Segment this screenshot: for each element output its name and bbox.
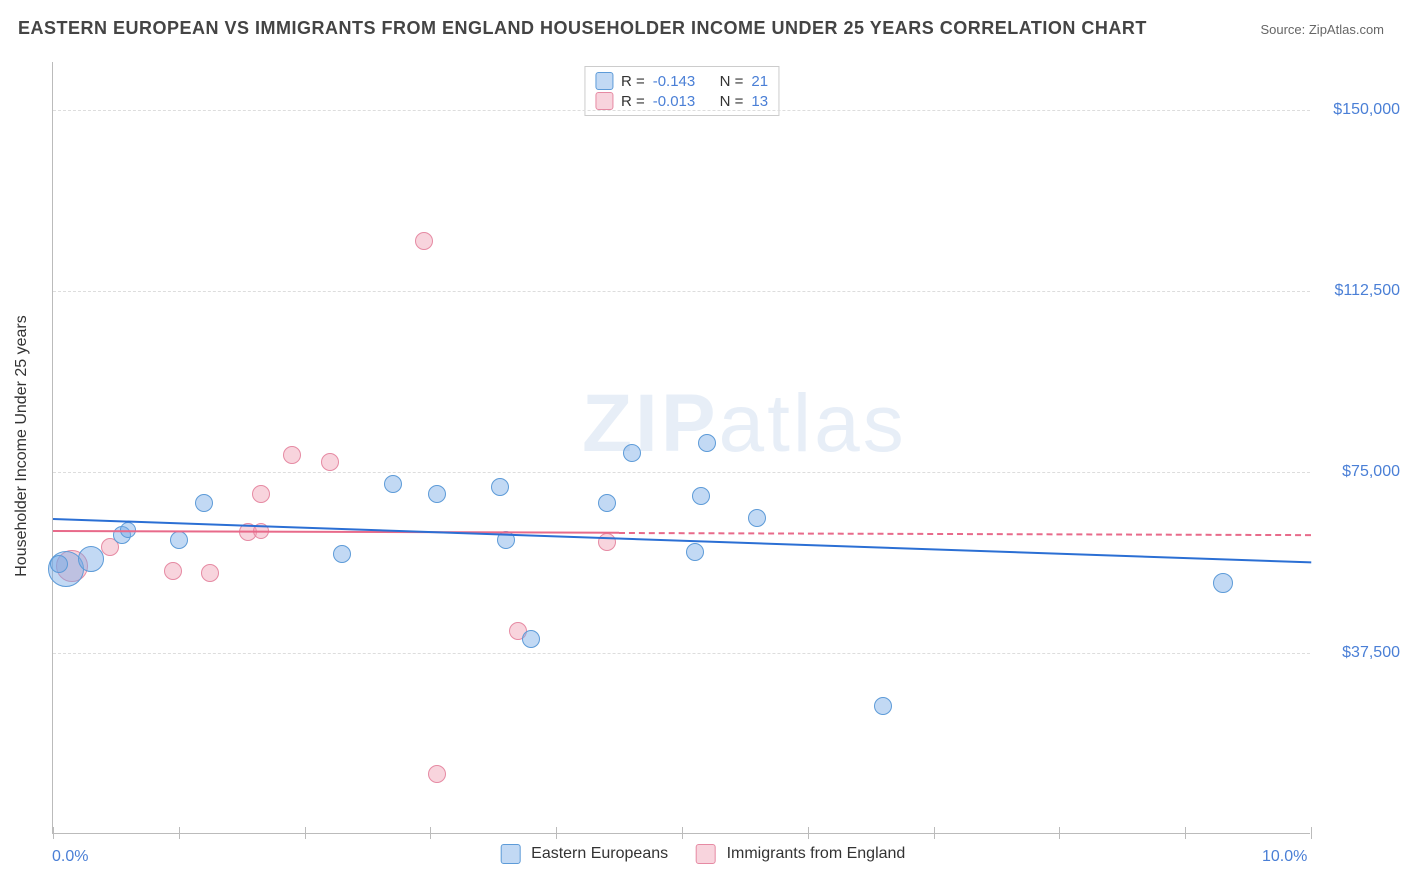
- blue-point: [384, 475, 402, 493]
- pink-point: [164, 562, 182, 580]
- chart-container: EASTERN EUROPEAN VS IMMIGRANTS FROM ENGL…: [0, 0, 1406, 892]
- legend-row-pink: R = -0.013 N = 13: [595, 91, 768, 111]
- blue-point: [170, 531, 188, 549]
- gridline: [53, 110, 1310, 111]
- gridline: [53, 291, 1310, 292]
- blue-point: [686, 543, 704, 561]
- swatch-pink: [595, 92, 613, 110]
- blue-point: [874, 697, 892, 715]
- watermark-rest: atlas: [719, 378, 907, 469]
- swatch-blue: [501, 844, 521, 864]
- trend-line: [619, 532, 1311, 536]
- x-tick: [556, 827, 557, 839]
- x-tick: [808, 827, 809, 839]
- swatch-blue: [595, 72, 613, 90]
- x-tick: [1311, 827, 1312, 839]
- blue-point: [491, 478, 509, 496]
- blue-point: [698, 434, 716, 452]
- trend-line: [53, 530, 619, 534]
- blue-point: [522, 630, 540, 648]
- pink-point: [283, 446, 301, 464]
- pink-point: [415, 232, 433, 250]
- r-label: R =: [621, 73, 645, 90]
- pink-point: [428, 765, 446, 783]
- legend-label-pink: Immigrants from England: [727, 845, 906, 862]
- blue-point: [692, 487, 710, 505]
- y-axis-title: Householder Income Under 25 years: [13, 315, 31, 576]
- r-value-blue: -0.143: [653, 73, 696, 90]
- x-tick: [53, 827, 54, 839]
- chart-title: EASTERN EUROPEAN VS IMMIGRANTS FROM ENGL…: [18, 18, 1147, 39]
- series-legend: Eastern Europeans Immigrants from Englan…: [501, 844, 906, 864]
- swatch-pink: [696, 844, 716, 864]
- blue-point: [428, 485, 446, 503]
- legend-row-blue: R = -0.143 N = 21: [595, 71, 768, 91]
- x-tick: [179, 827, 180, 839]
- legend-item-blue: Eastern Europeans: [501, 844, 668, 864]
- n-value-pink: 13: [751, 93, 768, 110]
- watermark-bold: ZIP: [582, 378, 719, 469]
- pink-point: [598, 533, 616, 551]
- x-tick: [305, 827, 306, 839]
- x-tick: [1059, 827, 1060, 839]
- blue-point: [598, 494, 616, 512]
- gridline: [53, 472, 1310, 473]
- plot-area: ZIPatlas R = -0.143 N = 21 R = -0.013 N …: [52, 62, 1310, 834]
- x-axis-max-label: 10.0%: [1262, 848, 1307, 866]
- blue-point: [748, 509, 766, 527]
- x-tick: [1185, 827, 1186, 839]
- n-value-blue: 21: [751, 73, 768, 90]
- x-axis-min-label: 0.0%: [52, 848, 88, 866]
- r-label: R =: [621, 93, 645, 110]
- source-attribution: Source: ZipAtlas.com: [1260, 22, 1384, 37]
- legend-label-blue: Eastern Europeans: [531, 845, 668, 862]
- gridline: [53, 653, 1310, 654]
- y-tick-label: $75,000: [1320, 463, 1400, 481]
- pink-point: [252, 485, 270, 503]
- blue-point: [1213, 573, 1233, 593]
- x-tick: [934, 827, 935, 839]
- r-value-pink: -0.013: [653, 93, 696, 110]
- trend-line: [53, 518, 1311, 563]
- n-label: N =: [720, 93, 744, 110]
- pink-point: [321, 453, 339, 471]
- y-tick-label: $37,500: [1320, 644, 1400, 662]
- y-tick-label: $150,000: [1320, 101, 1400, 119]
- x-tick: [430, 827, 431, 839]
- correlation-legend: R = -0.143 N = 21 R = -0.013 N = 13: [584, 66, 779, 116]
- x-tick: [682, 827, 683, 839]
- pink-point: [201, 564, 219, 582]
- blue-point: [623, 444, 641, 462]
- blue-point: [195, 494, 213, 512]
- legend-item-pink: Immigrants from England: [696, 844, 905, 864]
- y-tick-label: $112,500: [1320, 282, 1400, 300]
- n-label: N =: [720, 73, 744, 90]
- blue-point: [50, 555, 68, 573]
- blue-point: [333, 545, 351, 563]
- blue-point: [78, 546, 104, 572]
